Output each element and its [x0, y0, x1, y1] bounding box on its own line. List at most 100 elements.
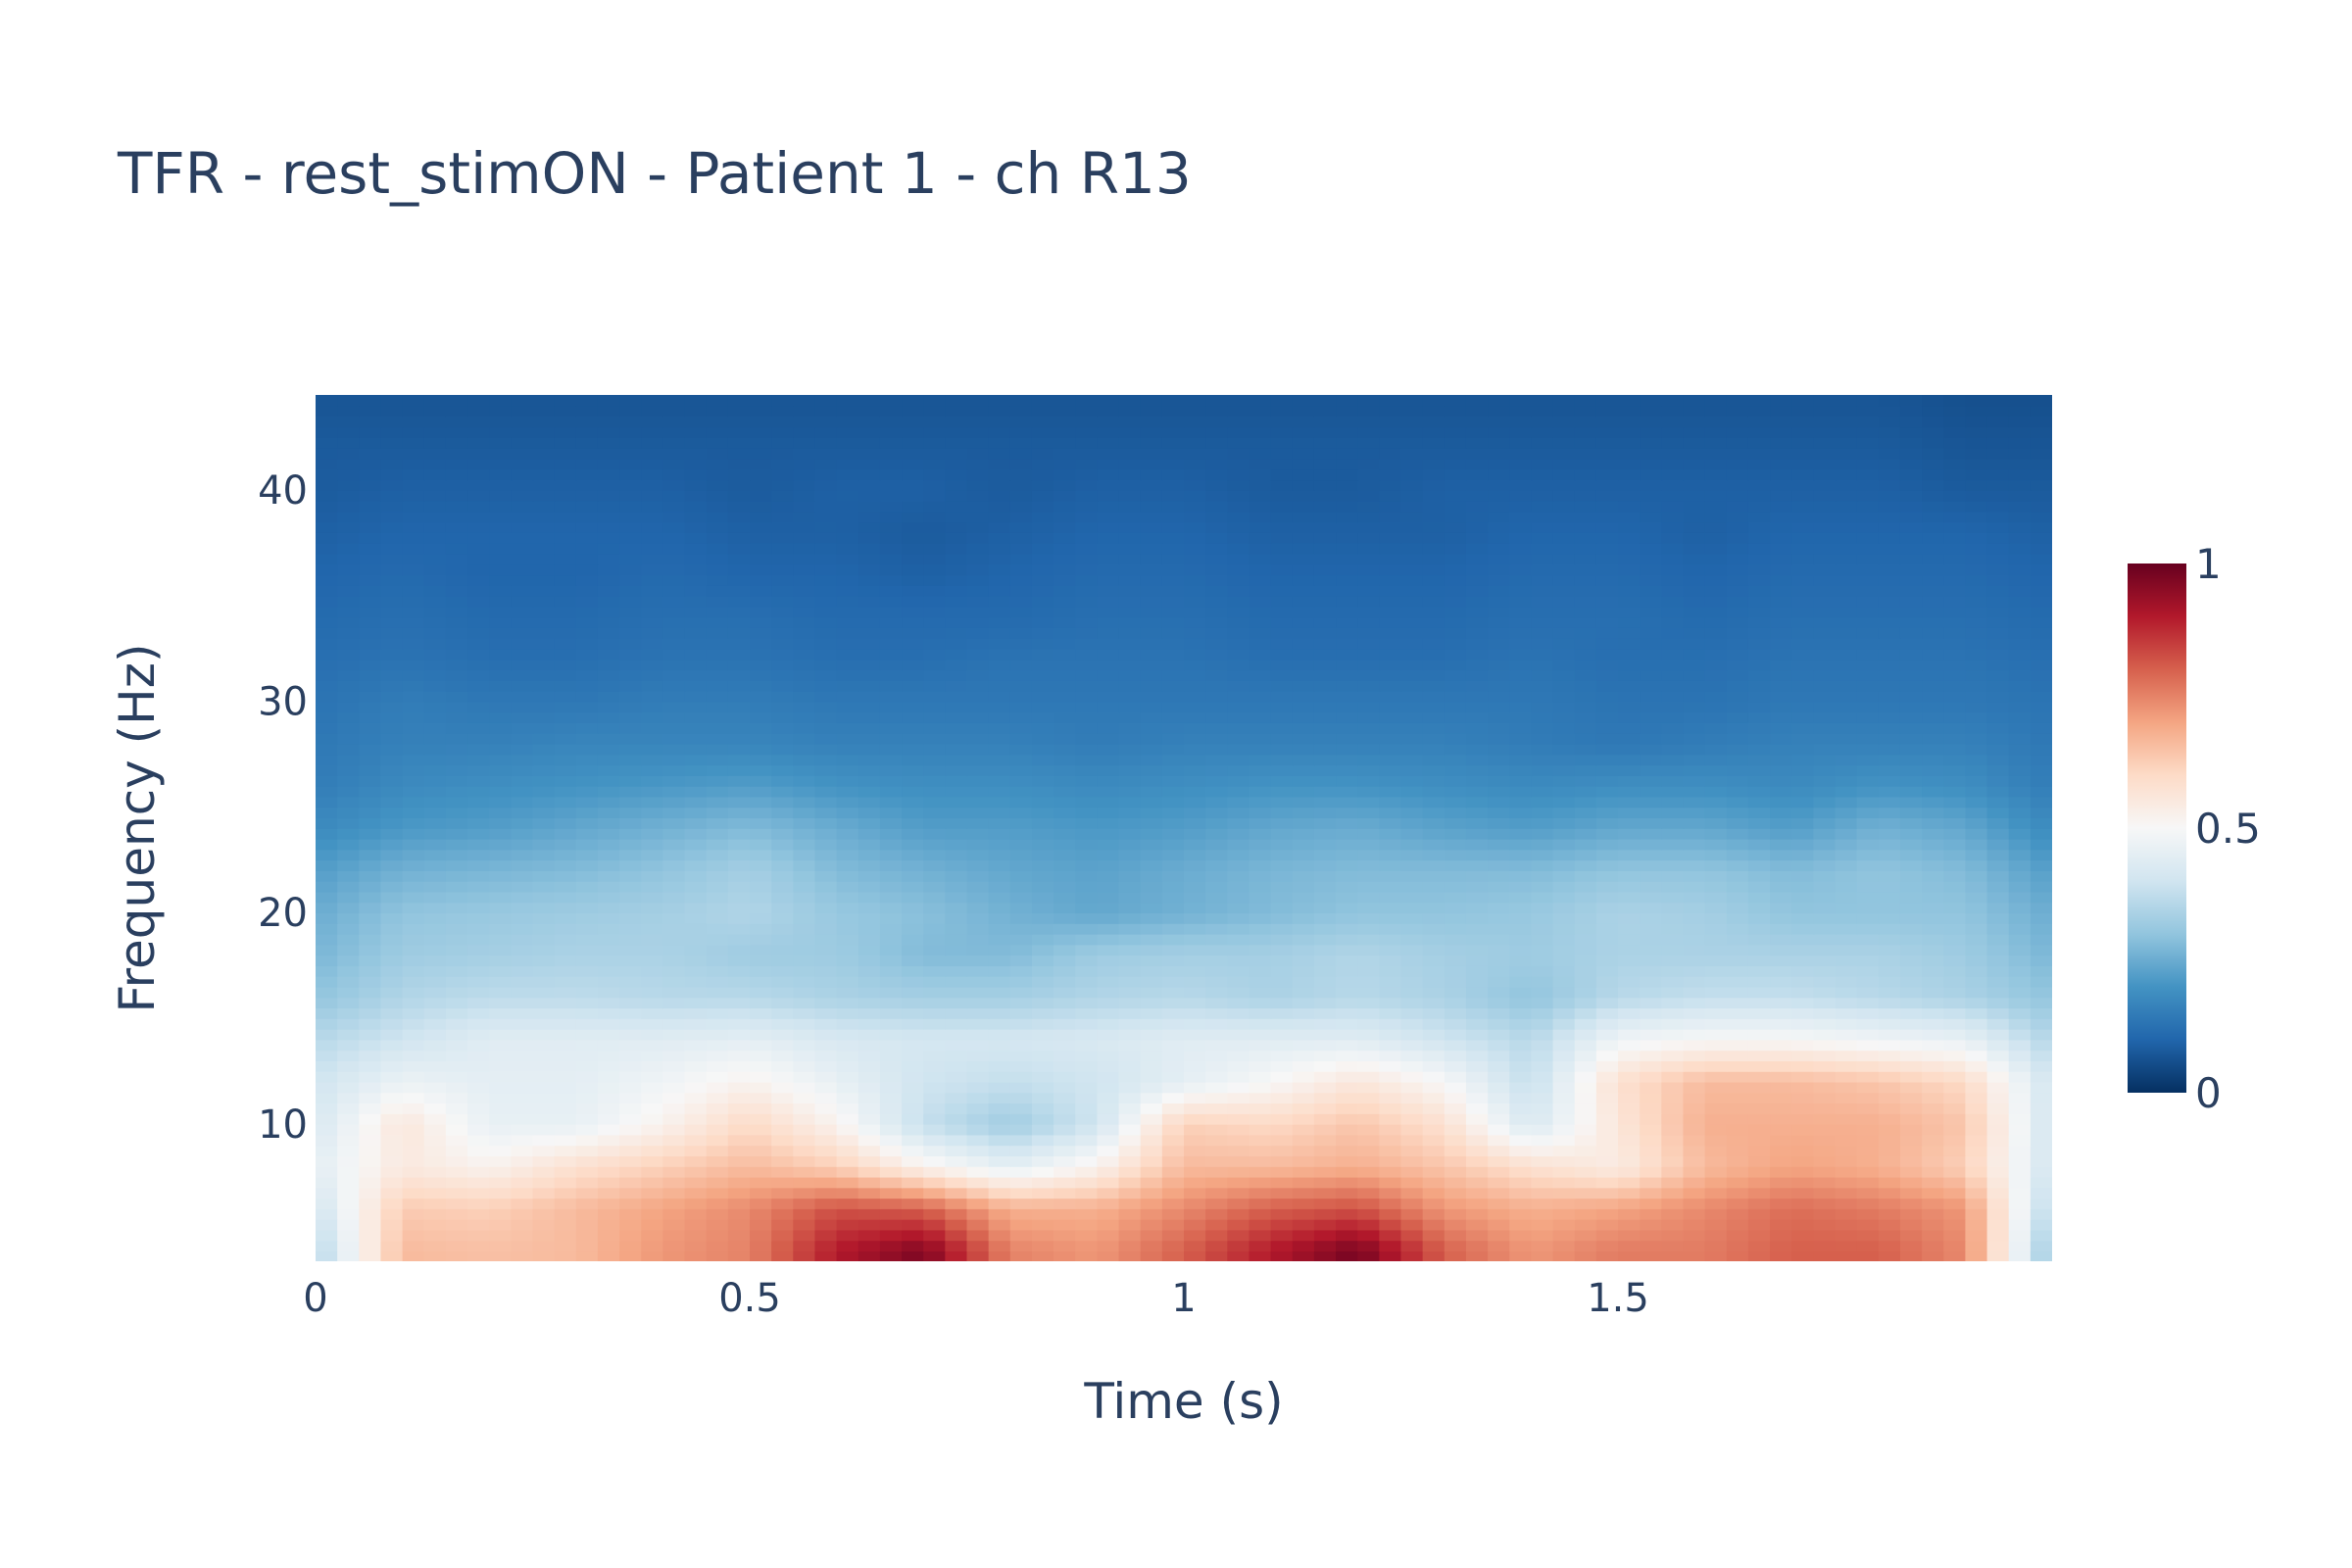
- heatmap-cell: [1313, 880, 1337, 893]
- heatmap-cell: [1726, 616, 1749, 628]
- heatmap-cell: [1270, 669, 1294, 681]
- heatmap-cell: [1856, 1113, 1880, 1125]
- heatmap-cell: [1140, 785, 1163, 798]
- heatmap-cell: [575, 1176, 599, 1189]
- heatmap-cell: [1661, 870, 1685, 882]
- heatmap-cell: [1054, 891, 1077, 904]
- heatmap-plot-area[interactable]: [316, 395, 2053, 1262]
- heatmap-cell: [706, 891, 729, 904]
- heatmap-cell: [771, 902, 795, 914]
- heatmap-cell: [1922, 1250, 1945, 1261]
- heatmap-cell: [2008, 1240, 2032, 1252]
- heatmap-cell: [727, 627, 751, 639]
- heatmap-cell: [1835, 944, 1858, 956]
- heatmap-cell: [902, 1070, 924, 1083]
- heatmap-cell: [423, 1198, 447, 1209]
- heatmap-cell: [1161, 616, 1185, 628]
- heatmap-cell: [1747, 1187, 1771, 1200]
- heatmap-cell: [793, 859, 816, 871]
- heatmap-cell: [793, 796, 816, 808]
- heatmap-cell: [1184, 1028, 1206, 1041]
- heatmap-cell: [1444, 669, 1467, 681]
- heatmap-cell: [1531, 997, 1554, 1009]
- heatmap-cell: [1249, 680, 1272, 692]
- heatmap-cell: [511, 1070, 534, 1083]
- heatmap-cell: [1856, 849, 1880, 861]
- heatmap-cell: [1184, 1050, 1206, 1061]
- heatmap-cell: [1249, 764, 1272, 776]
- heatmap-cell: [554, 722, 577, 734]
- heatmap-cell: [902, 880, 924, 893]
- heatmap-cell: [662, 1102, 686, 1114]
- heatmap-cell: [337, 785, 361, 798]
- heatmap-cell: [923, 1198, 947, 1209]
- heatmap-cell: [1856, 1007, 1880, 1019]
- heatmap-cell: [597, 1229, 620, 1242]
- heatmap-cell: [1704, 659, 1728, 671]
- heatmap-cell: [1922, 817, 1945, 829]
- heatmap-cell: [641, 902, 664, 914]
- heatmap-cell: [1140, 1018, 1163, 1030]
- heatmap-cell: [1899, 1102, 1923, 1114]
- heatmap-cell: [662, 965, 686, 977]
- heatmap-cell: [836, 606, 859, 618]
- heatmap-cell: [1747, 807, 1771, 819]
- heatmap-cell: [1465, 838, 1489, 851]
- heatmap-cell: [1249, 1039, 1272, 1052]
- heatmap-cell: [1465, 1007, 1489, 1019]
- heatmap-cell: [532, 1155, 556, 1167]
- heatmap-cell: [727, 870, 751, 882]
- heatmap-cell: [1574, 965, 1597, 977]
- heatmap-cell: [316, 986, 338, 999]
- heatmap-cell: [575, 1250, 599, 1261]
- heatmap-cell: [1488, 955, 1511, 966]
- heatmap-cell: [1531, 775, 1554, 787]
- heatmap-cell: [1943, 870, 1967, 882]
- heatmap-cell: [1726, 743, 1749, 756]
- heatmap-cell: [1791, 637, 1815, 650]
- heatmap-cell: [1054, 986, 1077, 999]
- heatmap-cell: [489, 785, 513, 798]
- heatmap-cell: [1184, 1229, 1206, 1242]
- heatmap-cell: [706, 1028, 729, 1041]
- heatmap-cell: [2030, 1113, 2052, 1125]
- heatmap-cell: [771, 711, 795, 723]
- heatmap-cell: [1509, 1218, 1533, 1231]
- heatmap-cell: [706, 1250, 729, 1261]
- heatmap-cell: [1813, 955, 1837, 966]
- heatmap-cell: [532, 880, 556, 893]
- heatmap-cell: [1400, 722, 1424, 734]
- heatmap-cell: [1856, 669, 1880, 681]
- heatmap-cell: [1336, 870, 1358, 882]
- heatmap-cell: [1118, 1113, 1142, 1125]
- heatmap-cell: [902, 627, 924, 639]
- heatmap-cell: [1357, 722, 1381, 734]
- heatmap-cell: [1640, 743, 1663, 756]
- heatmap-cell: [1205, 849, 1229, 861]
- heatmap-cell: [380, 817, 404, 829]
- heatmap-cell: [1618, 1208, 1641, 1220]
- heatmap-cell: [575, 1007, 599, 1019]
- heatmap-cell: [1336, 616, 1358, 628]
- heatmap-cell: [1618, 891, 1641, 904]
- heatmap-cell: [902, 1229, 924, 1242]
- heatmap-cell: [771, 944, 795, 956]
- heatmap-cell: [575, 891, 599, 904]
- heatmap-cell: [1161, 965, 1185, 977]
- heatmap-cell: [902, 606, 924, 618]
- heatmap-cell: [1336, 1070, 1358, 1083]
- heatmap-cell: [1531, 965, 1554, 977]
- heatmap-cell: [1400, 1176, 1424, 1189]
- heatmap-cell: [1835, 1123, 1858, 1136]
- heatmap-cell: [1292, 944, 1315, 956]
- heatmap-cell: [402, 606, 425, 618]
- heatmap-cell: [1509, 775, 1533, 787]
- heatmap-cell: [966, 1187, 990, 1200]
- heatmap-cell: [1986, 627, 2010, 639]
- heatmap-cell: [1552, 1039, 1576, 1052]
- heatmap-cell: [727, 637, 751, 650]
- heatmap-cell: [1140, 701, 1163, 713]
- heatmap-cell: [1422, 1092, 1446, 1104]
- heatmap-cell: [814, 1229, 838, 1242]
- heatmap-cell: [1856, 891, 1880, 904]
